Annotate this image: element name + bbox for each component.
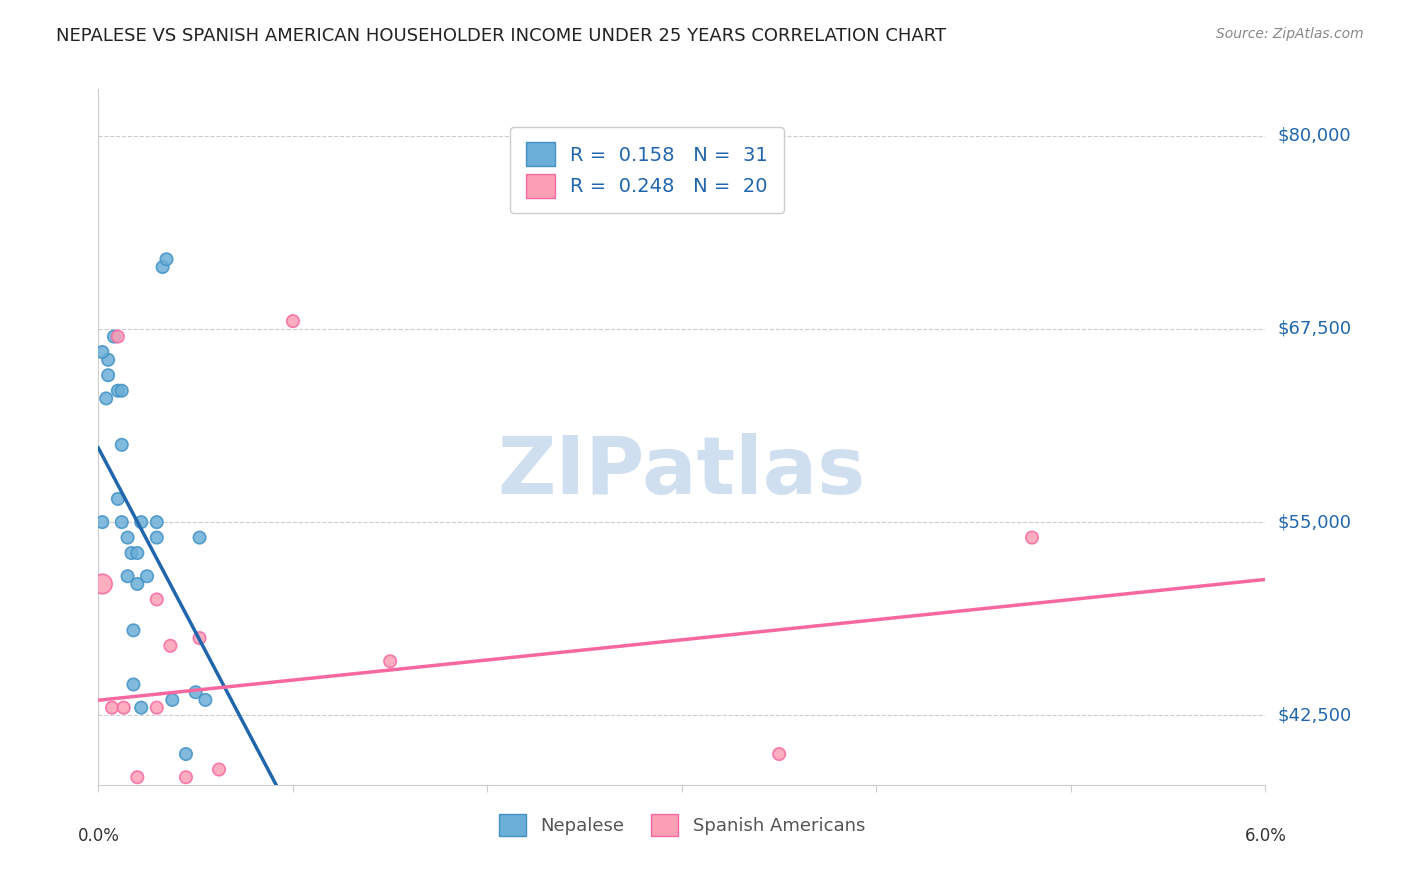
Point xyxy=(127,770,149,784)
Point xyxy=(194,693,217,707)
Point xyxy=(146,515,169,529)
Point xyxy=(91,345,114,359)
Point xyxy=(204,824,226,838)
Point xyxy=(165,871,187,885)
Point xyxy=(184,685,207,699)
Text: NEPALESE VS SPANISH AMERICAN HOUSEHOLDER INCOME UNDER 25 YEARS CORRELATION CHART: NEPALESE VS SPANISH AMERICAN HOUSEHOLDER… xyxy=(56,27,946,45)
Point xyxy=(127,577,149,591)
Point xyxy=(97,368,120,383)
Point xyxy=(188,631,211,645)
Point xyxy=(188,531,211,545)
Point xyxy=(121,546,143,560)
Point xyxy=(127,546,149,560)
Point xyxy=(122,677,145,691)
Point xyxy=(162,693,184,707)
Point xyxy=(111,438,134,452)
Point xyxy=(91,515,114,529)
Point xyxy=(107,491,129,506)
Point xyxy=(136,569,159,583)
Point xyxy=(129,700,152,714)
Point xyxy=(136,809,159,823)
Point xyxy=(174,747,197,761)
Point xyxy=(208,763,231,777)
Text: 0.0%: 0.0% xyxy=(77,827,120,845)
Text: ZIPatlas: ZIPatlas xyxy=(498,433,866,511)
Point xyxy=(103,329,125,343)
Point xyxy=(117,531,139,545)
Legend: Nepalese, Spanish Americans: Nepalese, Spanish Americans xyxy=(489,805,875,846)
Point xyxy=(112,700,135,714)
Point xyxy=(121,824,143,838)
Point xyxy=(97,352,120,367)
Point xyxy=(107,384,129,398)
Point xyxy=(146,592,169,607)
Point xyxy=(1021,531,1043,545)
Point xyxy=(117,569,139,583)
Point xyxy=(111,384,134,398)
Text: Source: ZipAtlas.com: Source: ZipAtlas.com xyxy=(1216,27,1364,41)
Point xyxy=(101,700,124,714)
Point xyxy=(103,793,125,807)
Point xyxy=(159,639,181,653)
Text: $55,000: $55,000 xyxy=(1277,513,1351,531)
Text: $80,000: $80,000 xyxy=(1277,127,1351,145)
Point xyxy=(111,515,134,529)
Point xyxy=(152,260,174,274)
Point xyxy=(129,515,152,529)
Point xyxy=(96,392,118,406)
Point xyxy=(146,531,169,545)
Point xyxy=(146,700,169,714)
Point xyxy=(174,770,197,784)
Text: $42,500: $42,500 xyxy=(1277,706,1351,724)
Point xyxy=(155,801,177,815)
Point xyxy=(91,577,114,591)
Point xyxy=(107,329,129,343)
Text: 6.0%: 6.0% xyxy=(1244,827,1286,845)
Point xyxy=(122,624,145,638)
Point xyxy=(155,252,177,267)
Text: $67,500: $67,500 xyxy=(1277,320,1351,338)
Point xyxy=(281,314,304,328)
Point xyxy=(380,654,402,668)
Point xyxy=(768,747,790,761)
